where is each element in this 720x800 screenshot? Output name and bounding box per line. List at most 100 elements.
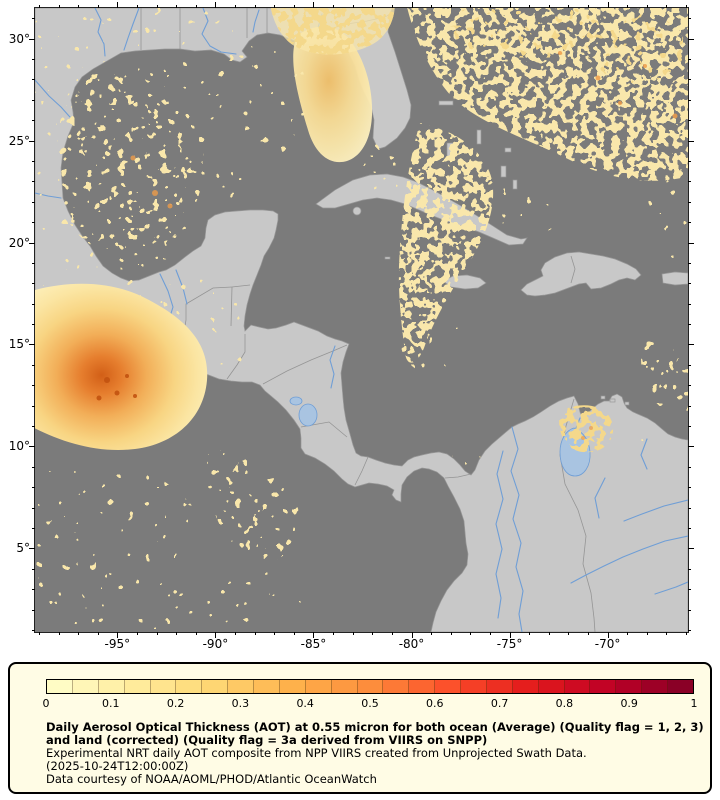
axis-tick [32, 18, 35, 20]
axis-tick [587, 5, 589, 8]
axis-tick [688, 58, 691, 60]
axis-tick [195, 632, 197, 635]
axis-tick [32, 568, 35, 570]
axis-tick [58, 5, 60, 8]
axis-tick [568, 632, 570, 635]
axis-tick [372, 632, 374, 635]
colorbar-cell [47, 680, 73, 693]
axis-tick [607, 2, 609, 8]
axis-tick [431, 5, 433, 8]
lat-tick-label: 10° [8, 439, 30, 454]
axis-tick [688, 446, 694, 448]
axis-tick [470, 632, 472, 635]
axis-tick [32, 99, 35, 101]
axis-tick [32, 324, 35, 326]
axis-tick [32, 79, 35, 81]
axis-tick [688, 283, 691, 285]
legend-title: Daily Aerosol Optical Thickness (AOT) at… [46, 720, 704, 747]
axis-tick [688, 222, 691, 224]
axis-tick [29, 140, 35, 142]
axis-tick [58, 632, 60, 635]
colorbar-tick-label: 0.5 [361, 697, 379, 710]
island-juventud [352, 206, 362, 216]
axis-tick [688, 262, 691, 264]
axis-tick [32, 405, 35, 407]
colorbar-cell [461, 680, 487, 693]
axis-tick [688, 140, 694, 142]
colorbar-cell [668, 680, 693, 693]
axis-tick [688, 181, 691, 183]
axis-tick [688, 385, 691, 387]
axis-tick [293, 632, 295, 635]
axis-tick [32, 426, 35, 428]
axis-tick [688, 160, 691, 162]
colorbar-cell [228, 680, 254, 693]
axis-tick [38, 632, 40, 635]
lat-tick-label: 30° [8, 31, 30, 46]
axis-tick [313, 2, 315, 8]
colorbar-tick-label: 0.4 [296, 697, 314, 710]
axis-tick [688, 99, 691, 101]
axis-tick [688, 466, 691, 468]
legend-box: 0 0.1 0.2 0.3 0.4 0.5 0.6 0.7 0.8 0.9 1 Daily Aero… [8, 662, 712, 794]
axis-tick [686, 5, 688, 8]
axis-tick [688, 487, 691, 489]
axis-tick [136, 632, 138, 635]
colorbar-tick-label: 0.9 [620, 697, 638, 710]
axis-tick [391, 5, 393, 8]
axis-tick [688, 426, 691, 428]
axis-tick [29, 242, 35, 244]
axis-tick [254, 632, 256, 635]
axis-tick [627, 5, 629, 8]
axis-tick [688, 120, 691, 122]
colorbar-tick-label: 0.8 [555, 697, 574, 710]
legend-line2: Experimental NRT daily AOT composite fro… [46, 746, 587, 760]
legend-text: Daily Aerosol Optical Thickness (AOT) at… [46, 721, 704, 786]
axis-tick [688, 405, 691, 407]
axis-tick [254, 5, 256, 8]
islands-abc [600, 395, 630, 406]
axis-tick [688, 303, 691, 305]
axis-tick [313, 632, 315, 638]
axis-tick [688, 201, 691, 203]
lon-tick-label: -90° [202, 637, 229, 651]
axis-tick [176, 5, 178, 8]
lon-tick-label: -95° [104, 637, 131, 651]
colorbar-cell [409, 680, 436, 693]
axis-tick [688, 548, 694, 550]
lat-tick-label: 15° [8, 337, 30, 352]
axis-tick [568, 5, 570, 8]
axis-tick [32, 385, 35, 387]
colorbar-cell [435, 680, 461, 693]
axis-tick [32, 589, 35, 591]
colorbar-cell [564, 680, 591, 693]
axis-tick [391, 632, 393, 635]
axis-tick [156, 632, 158, 635]
axis-tick [136, 5, 138, 8]
colorbar-cell [616, 680, 643, 693]
colorbar-tick-label: 0.2 [166, 697, 185, 710]
axis-tick [627, 632, 629, 635]
lon-tick-label: -80° [398, 637, 425, 651]
axis-tick [688, 344, 694, 346]
colorbar-cell [150, 680, 177, 693]
colorbar-tick-label: 1 [690, 697, 698, 710]
axis-tick [666, 5, 668, 8]
axis-tick [688, 528, 691, 529]
colorbar-tick-label: 0 [42, 697, 50, 710]
colorbar-labels: 0 0.1 0.2 0.3 0.4 0.5 0.6 0.7 0.8 0.9 1 [42, 697, 698, 711]
axis-tick [688, 79, 691, 81]
axis-tick [372, 5, 374, 8]
colorbar-cell [590, 680, 617, 693]
axis-tick [215, 2, 217, 8]
axis-tick [688, 18, 691, 20]
axis-tick [117, 2, 119, 8]
aot-map [35, 8, 688, 632]
axis-tick [97, 5, 99, 8]
axis-tick [78, 5, 80, 8]
lon-tick-label: -85° [300, 637, 327, 651]
colorbar-cell [254, 680, 280, 693]
axis-tick [176, 632, 178, 635]
axis-tick [529, 632, 531, 635]
